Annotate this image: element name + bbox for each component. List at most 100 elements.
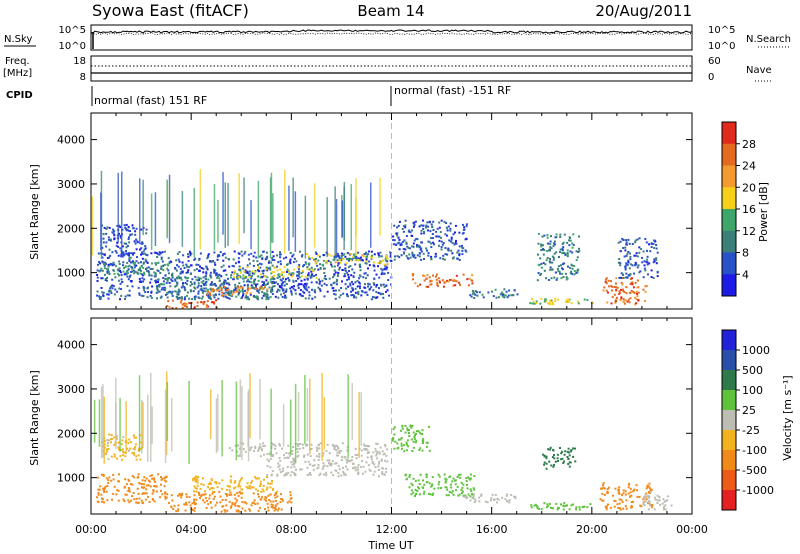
power-cell [131,261,134,264]
power-cell [624,246,627,249]
velocity-cell [647,508,650,511]
power-cell [120,294,123,297]
power-cell [176,283,179,286]
power-cell [236,290,239,293]
power-cell [571,272,574,275]
power-cell [625,243,628,246]
velocity-cell [301,443,304,446]
power-cell [259,286,262,289]
power-cell [255,286,257,289]
velocity-cell [262,484,265,487]
velocity-cell [543,455,546,458]
power-cell [242,293,245,295]
velocity-cell [296,450,299,453]
power-cell [246,298,249,300]
power-cell [550,235,552,238]
velocity-cell [450,491,453,494]
power-cell [377,252,380,255]
velocity-cell [137,492,140,495]
power-cell [166,292,169,295]
power-cell [239,269,242,272]
power-cell [246,285,249,288]
power-cell [565,301,568,304]
power-cell [265,293,268,296]
power-cell [603,286,606,289]
power-cell [348,270,350,272]
power-cell [191,283,193,286]
velocity-cell [646,494,649,497]
power-cell [246,284,249,286]
velocity-cell [155,485,158,488]
velocity-cell [336,454,339,457]
power-cell [367,285,369,288]
velocity-cell [97,488,100,491]
velocity-cell [262,478,265,481]
power-cell [363,253,366,255]
power-cell [566,254,569,257]
velocity-cell [303,455,305,458]
velocity-cell [274,444,277,447]
power-cell [375,291,378,293]
velocity-cell [276,474,279,477]
velocity-cell [354,453,357,456]
velocity-cell [151,474,153,477]
power-cell [473,292,476,295]
power-cell [539,302,542,305]
velocity-cell [378,462,380,465]
power-cell [311,256,314,259]
velocity-cell [239,492,242,495]
power-cell [447,225,450,228]
velocity-ytick-label: 3000 [57,383,85,396]
velocity-cell [456,485,459,488]
power-cell [235,290,238,293]
power-cell [179,272,182,275]
power-cell [127,225,130,228]
velocity-cell [269,482,272,485]
power-cell [564,252,567,255]
power-cell [344,267,347,270]
power-cell [175,307,178,310]
power-cell [133,261,136,264]
power-cell [208,291,211,294]
power-cell [540,262,543,265]
velocity-cell [648,482,651,485]
power-cell [101,246,104,249]
power-cell [183,305,186,308]
power-cell [171,290,174,293]
velocity-cell [143,486,146,489]
velocity-cell [117,441,120,444]
power-cell [113,263,116,266]
velocity-cell [466,496,469,499]
velocity-cell [410,482,413,485]
power-cell [583,298,586,301]
power-cell [330,254,333,257]
velocity-cell [352,466,355,469]
power-cell [358,259,361,262]
velocity-cell [207,503,210,506]
power-cell [436,283,439,286]
power-cell [540,243,543,246]
power-streak [343,186,345,250]
velocity-cell [462,494,465,497]
power-cell [109,254,112,257]
power-cell [243,270,246,273]
power-cell [270,276,273,279]
velocity-cell [292,457,295,460]
power-cell [340,287,343,289]
power-cell [504,294,507,297]
power-cell [119,247,122,250]
velocity-cell [170,505,173,508]
power-cell [315,257,317,260]
power-cell [252,255,255,258]
power-cell [385,268,388,271]
power-cell [637,299,640,302]
power-cell [550,299,553,302]
power-cell [228,288,230,291]
power-cell [554,300,557,303]
velocity-cell [250,481,253,484]
velocity-cell [617,506,620,509]
velocity-cell [618,486,621,489]
velocity-cell [465,495,468,498]
power-streak [227,182,229,246]
velocity-cell [422,492,425,495]
